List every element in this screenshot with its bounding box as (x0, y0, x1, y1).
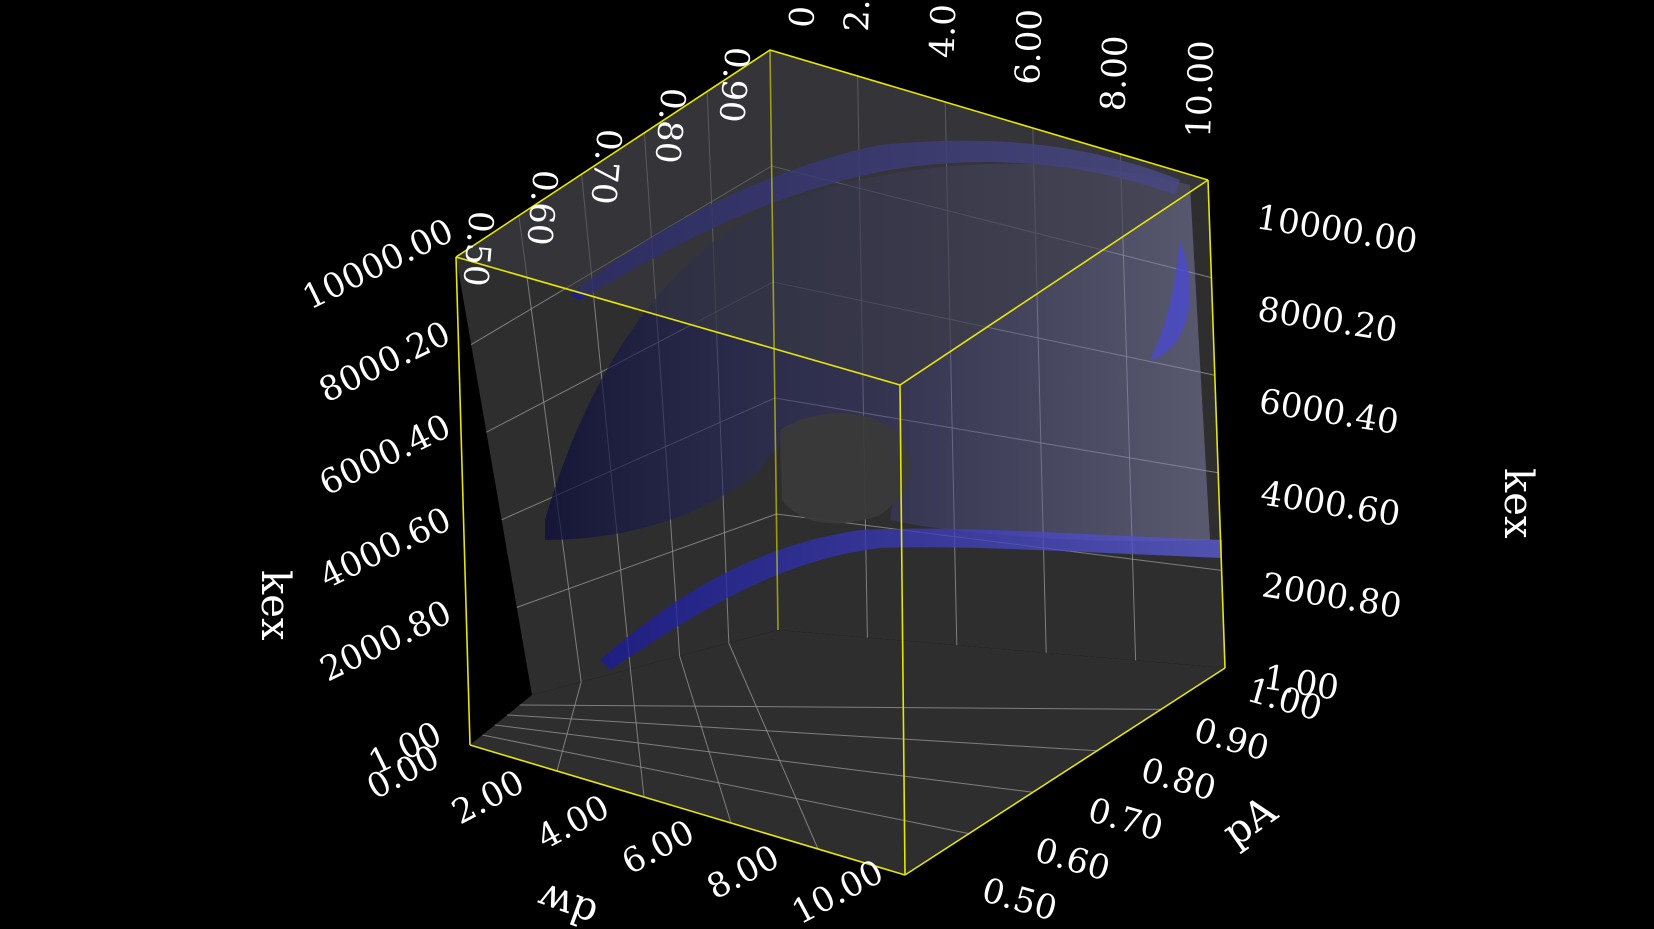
tick-label-dw: 6.00 (615, 812, 701, 883)
tick-label-dw: 2.00 (445, 762, 531, 833)
inner-cavity (780, 413, 911, 524)
grid-line (507, 714, 1098, 752)
tick-label-dw-top: 2. (837, 0, 878, 32)
tick-label-kex-right: 8000.20 (1255, 289, 1400, 351)
tick-label-pA-top: 0 (779, 4, 821, 29)
tick-label-pA-top: 0.50 (454, 209, 500, 288)
tick-label-pA: 0.50 (978, 870, 1062, 929)
grid-line (629, 668, 645, 798)
tick-label-kex-right: 4000.60 (1258, 473, 1403, 535)
tick-label-dw: 8.00 (700, 837, 786, 908)
grid-line (518, 215, 582, 683)
tick-label-pA-top: 0.90 (710, 45, 756, 124)
grid-line (519, 704, 1162, 710)
tick-label-pA-top: 0.70 (582, 127, 628, 206)
tick-label-pA: 0.60 (1031, 830, 1115, 889)
tick-label-dw: 4.00 (530, 787, 616, 858)
grid-line (494, 724, 1034, 793)
axis-title-pA: pA (1214, 787, 1286, 857)
tick-label-pA-top: 0.80 (646, 86, 692, 165)
tick-label-kex-left: 6000.40 (313, 406, 457, 504)
grid-line (516, 513, 777, 608)
grid-line (728, 642, 819, 850)
tick-label-dw-top: 8.00 (1094, 35, 1137, 112)
tick-label-kex-right: 10000.00 (1254, 197, 1420, 262)
grid-line (556, 681, 582, 772)
tick-label-dw-top: 10.00 (1179, 40, 1222, 139)
tick-label-kex-right: 2000.80 (1259, 565, 1404, 627)
tick-label-kex-right: 6000.40 (1256, 381, 1401, 443)
tick-label-kex-left: 4000.60 (314, 499, 458, 597)
tick-label-pA: 0.90 (1190, 710, 1274, 769)
tick-label-pA-top: 0.60 (518, 168, 564, 247)
tick-label-kex-left: 8000.20 (313, 313, 457, 411)
axis-title-dw: dw (531, 873, 603, 929)
cube-edges (455, 49, 1226, 876)
tick-label-dw-top: 4.0 (923, 3, 965, 58)
tick-label-pA: 0.80 (1137, 750, 1221, 809)
grid-line (482, 734, 970, 835)
grid-line (679, 655, 732, 824)
tick-label-pA: 0.70 (1084, 790, 1168, 849)
isosurface-right-fold (1150, 240, 1190, 360)
isosurface-lower-band (600, 528, 1222, 670)
tick-label-dw: 10.00 (785, 852, 890, 929)
tick-label-dw-top: 6.00 (1008, 8, 1051, 85)
axis-title-kex-left: kex (252, 570, 298, 641)
floor-face (470, 630, 1225, 875)
tick-label-kex-left: 2000.80 (314, 592, 458, 690)
axis-title-kex-right: kex (1495, 468, 1541, 539)
tick-label-kex-left: 10000.00 (296, 211, 459, 318)
